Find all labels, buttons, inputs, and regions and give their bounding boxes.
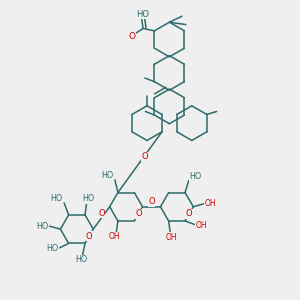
- Text: O: O: [141, 152, 148, 161]
- Text: HO: HO: [136, 10, 150, 19]
- Text: HO: HO: [101, 171, 113, 180]
- Text: O: O: [128, 32, 135, 41]
- Text: O: O: [186, 209, 193, 218]
- Text: OH: OH: [165, 232, 177, 242]
- Text: HO: HO: [75, 255, 88, 264]
- Text: HO: HO: [36, 222, 48, 231]
- Text: HO: HO: [46, 244, 58, 253]
- Text: O: O: [135, 209, 142, 218]
- Text: OH: OH: [109, 232, 121, 241]
- Text: HO: HO: [82, 194, 94, 203]
- Text: HO: HO: [189, 172, 201, 182]
- Text: HO: HO: [50, 194, 62, 203]
- Text: OH: OH: [205, 199, 216, 208]
- Text: O: O: [86, 232, 92, 241]
- Text: O: O: [148, 197, 155, 206]
- Text: OH: OH: [195, 220, 207, 230]
- Text: O: O: [98, 209, 105, 218]
